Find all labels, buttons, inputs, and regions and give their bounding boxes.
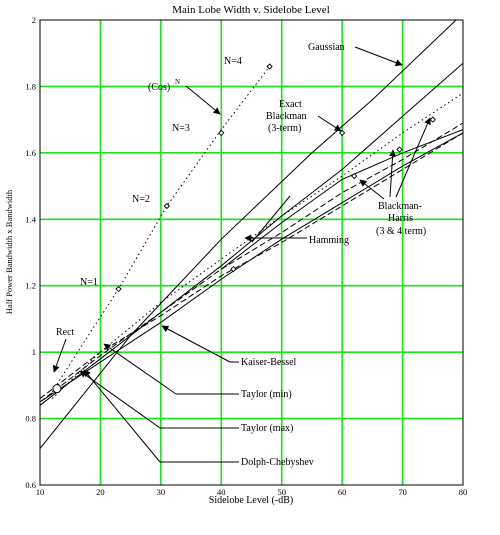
label-blackman-2: Blackman — [266, 111, 307, 122]
y-tick-label-5: 1.6 — [25, 148, 36, 158]
arrow-blackman — [317, 115, 342, 132]
y-tick-label-3: 1.2 — [25, 281, 36, 291]
marker-3 — [218, 129, 225, 137]
label-blackman-3: (3-term) — [268, 123, 301, 134]
plot-frame — [39, 19, 464, 486]
arrow-bh-2 — [389, 149, 397, 198]
x-tick-label-1: 20 — [96, 487, 105, 497]
grid — [40, 20, 463, 485]
label-rect: Rect — [56, 327, 75, 338]
label-taylor-max: Taylor (max) — [241, 423, 293, 434]
chart-title: Main Lobe Width v. Sidelobe Level — [172, 4, 330, 16]
y-tick-label-1: 0.8 — [25, 414, 36, 424]
label-bh-3: (3 & 4 term) — [376, 226, 426, 237]
marker-5 — [339, 129, 346, 137]
x-tick-label-0: 10 — [36, 487, 45, 497]
marker-1 — [115, 285, 122, 293]
plot-area — [39, 19, 464, 486]
label-taylor-min: Taylor (min) — [241, 389, 292, 400]
label-cos-sup: N — [175, 78, 180, 86]
x-tick-label-6: 70 — [398, 487, 407, 497]
x-axis-label: Sidelobe Level (-dB) — [209, 495, 293, 506]
y-tick-label-4: 1.4 — [25, 214, 36, 224]
marker-9 — [230, 265, 237, 273]
arrow-bh-3 — [359, 179, 385, 200]
label-cos: (Cos) — [148, 82, 170, 93]
x-tick-labels: 10 20 30 40 50 60 70 80 — [36, 487, 468, 497]
arrow-gaussian — [354, 46, 403, 67]
marker-8 — [429, 116, 436, 123]
annotations: Gaussian (Cos) N N=4 N=3 N=2 N=1 Exact B… — [56, 42, 426, 468]
label-hamming: Hamming — [309, 235, 349, 246]
series-line-0 — [40, 20, 457, 449]
label-gaussian: Gaussian — [308, 42, 345, 53]
marker-4 — [266, 63, 273, 70]
x-tick-label-7: 80 — [459, 487, 468, 497]
leader-arrows — [52, 46, 431, 463]
label-bh-1: Blackman- — [378, 201, 422, 212]
x-tick-label-2: 30 — [157, 487, 166, 497]
marker-0 — [52, 384, 62, 394]
arrow-taylor-max-2 — [79, 370, 161, 429]
y-tick-label-0: 0.6 — [25, 480, 36, 490]
arrow-taylor-min-2 — [103, 343, 177, 395]
arrow-rect — [52, 338, 67, 373]
arrow-blackman-pt — [251, 195, 291, 243]
marker-7 — [396, 146, 403, 153]
marker-2 — [163, 202, 171, 210]
y-tick-label-7: 2 — [32, 15, 36, 25]
label-n2: N=2 — [132, 194, 150, 205]
arrow-bh-1 — [395, 117, 431, 198]
x-tick-label-3: 40 — [217, 487, 226, 497]
label-dolph: Dolph-Chebyshev — [241, 457, 314, 468]
series-line-1 — [40, 62, 463, 406]
arrow-dolph-2 — [83, 369, 161, 463]
arrow-kaiser-2 — [161, 325, 231, 363]
marker-layer — [52, 63, 436, 394]
arrow-cos — [185, 85, 221, 115]
y-tick-label-6: 1.8 — [25, 81, 36, 91]
label-n1: N=1 — [80, 277, 98, 288]
marker-6 — [351, 172, 358, 180]
label-blackman-1: Exact — [279, 99, 302, 110]
series-line-6 — [40, 132, 463, 403]
label-n3: N=3 — [172, 123, 190, 134]
label-kaiser: Kaiser-Bessel — [241, 357, 297, 368]
x-tick-label-4: 50 — [277, 487, 286, 497]
y-axis-label: Half Power Bandwidth x Bandwidth — [4, 189, 14, 314]
x-tick-label-5: 60 — [338, 487, 347, 497]
label-n4: N=4 — [224, 56, 242, 67]
label-bh-2: Harris — [388, 213, 413, 224]
y-tick-label-2: 1 — [32, 347, 36, 357]
y-tick-labels: 0.6 0.8 1 1.2 1.4 1.6 1.8 2 — [25, 15, 36, 490]
